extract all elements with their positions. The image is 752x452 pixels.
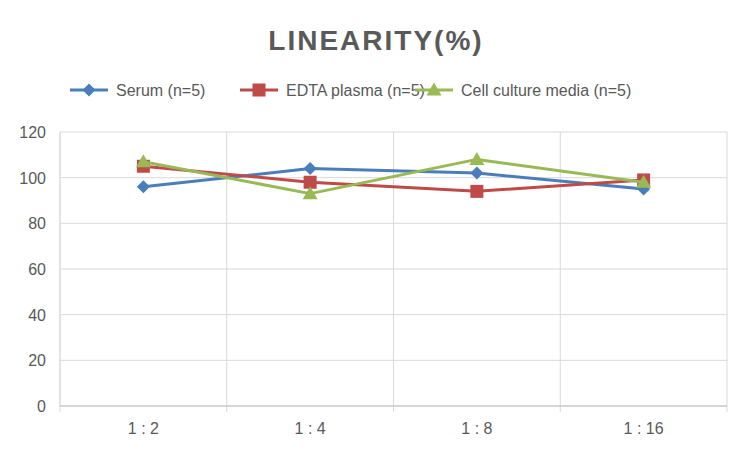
chart: LINEARITY(%) 0 20 40 60 80 100 120 1 : 2 1 : 4 1 :… bbox=[0, 0, 752, 452]
x-tick-label: 1 : 8 bbox=[461, 420, 492, 437]
y-tick-label: 120 bbox=[19, 124, 46, 141]
y-tick-label: 60 bbox=[28, 261, 46, 278]
legend-label: Cell culture media (n=5) bbox=[461, 82, 631, 99]
legend-label: Serum (n=5) bbox=[116, 82, 205, 99]
point-marker bbox=[136, 154, 151, 167]
grid-line bbox=[60, 406, 727, 407]
y-tick-label: 20 bbox=[28, 352, 46, 369]
x-tick-label: 1 : 2 bbox=[128, 420, 159, 437]
y-tick-label: 40 bbox=[28, 307, 46, 324]
category-separator bbox=[60, 132, 61, 412]
category-separator bbox=[560, 132, 561, 412]
legend-marker bbox=[83, 84, 96, 97]
series-line bbox=[143, 159, 643, 193]
y-tick-label: 100 bbox=[19, 170, 46, 187]
point-marker bbox=[469, 152, 484, 165]
legend-marker bbox=[427, 83, 442, 96]
category-separator bbox=[393, 132, 394, 412]
point-marker bbox=[137, 180, 150, 193]
x-tick-label: 1 : 4 bbox=[295, 420, 326, 437]
point-marker bbox=[470, 167, 483, 180]
background bbox=[0, 0, 752, 452]
category-separator bbox=[727, 132, 728, 412]
x-axis-line bbox=[60, 406, 727, 407]
series-line bbox=[143, 166, 643, 191]
x-tick-label: 1 : 16 bbox=[624, 420, 664, 437]
point-marker bbox=[636, 175, 651, 188]
legend-label: EDTA plasma (n=5) bbox=[286, 82, 425, 99]
y-tick-label: 0 bbox=[37, 398, 46, 415]
legend: Serum (n=5) EDTA plasma (n=5) Cell culture… bbox=[70, 82, 631, 99]
point-marker bbox=[304, 162, 317, 175]
legend-marker bbox=[253, 84, 266, 97]
title: LINEARITY(%) bbox=[268, 25, 483, 56]
point-marker bbox=[303, 186, 318, 199]
plot-area bbox=[136, 152, 651, 199]
point-marker bbox=[470, 185, 483, 198]
y-tick-label: 80 bbox=[28, 215, 46, 232]
